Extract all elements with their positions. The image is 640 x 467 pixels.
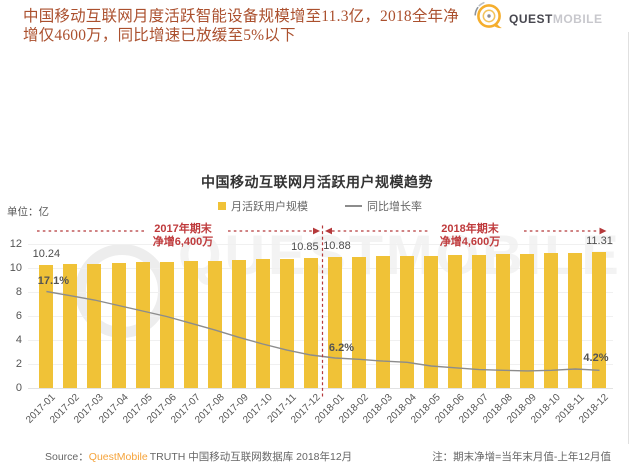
chart-title: 中国移动互联网月活跃用户规模趋势 — [201, 174, 433, 190]
legend-item-bars: 月活跃用户规模 — [218, 198, 308, 214]
logo-text-mobile: MOBILE — [552, 12, 603, 26]
gridline — [28, 364, 613, 365]
bar-2017-09 — [231, 259, 246, 388]
x-axis-line — [28, 388, 613, 389]
bar-value-label: 10.85 — [291, 240, 319, 253]
bar-legend-swatch-icon — [218, 202, 226, 210]
gridline — [28, 316, 613, 317]
growth-rate-label: 6.2% — [328, 342, 354, 355]
y-axis-tick-label: 12 — [9, 238, 22, 250]
right-border-line — [628, 32, 629, 444]
questmobile-logo: QUESTMOBILE — [474, 1, 634, 35]
bar-2017-11 — [279, 258, 294, 388]
y-axis-tick-label: 10 — [9, 262, 22, 274]
logo-arc-light-icon — [478, 1, 485, 7]
logo-center-dot-icon — [487, 14, 491, 18]
dashed-lines-group — [37, 225, 598, 398]
questmobile-logo-icon — [474, 1, 502, 29]
line-legend-label: 同比增长率 — [367, 201, 422, 213]
annotation-2017: 2017年期末 净增6,400万 — [118, 223, 248, 248]
growth-rate-label: 17.1% — [37, 274, 69, 287]
logo-text-quest: QUEST — [509, 12, 553, 26]
bar-2018-11 — [568, 252, 583, 388]
bar-2018-03 — [376, 256, 391, 388]
bar-legend-label: 月活跃用户规模 — [231, 201, 308, 213]
bar-2018-06 — [448, 255, 463, 388]
gridline — [28, 340, 613, 341]
bar-2017-04 — [111, 263, 126, 388]
bar-2017-08 — [207, 260, 222, 388]
line-legend-swatch-icon — [345, 205, 362, 207]
arrow-right-icon — [313, 227, 320, 235]
legend-item-line: 同比增长率 — [345, 198, 422, 214]
bar-2017-01 — [39, 265, 54, 388]
logo-arc-dark-icon — [474, 6, 479, 16]
arrowheads-group — [313, 227, 607, 235]
bar-2018-05 — [424, 255, 439, 388]
gridline — [28, 292, 613, 293]
bar-2018-09 — [520, 253, 535, 388]
gridline — [28, 244, 613, 245]
bar-value-label: 10.24 — [32, 248, 61, 261]
unit-label: 单位：亿 — [7, 206, 49, 218]
bar-2017-03 — [87, 263, 102, 388]
annotation-2018-line1: 2018年期末 — [441, 223, 499, 235]
growth-rate-label: 4.2% — [583, 352, 609, 365]
bar-value-label: 10.88 — [323, 240, 351, 253]
annotation-2017-line2: 净增6,400万 — [152, 235, 214, 248]
bar-2018-02 — [352, 256, 366, 388]
bar-2018-08 — [496, 254, 511, 388]
bar-value-label: 11.31 — [586, 235, 613, 248]
logo-outer-ring-icon — [477, 4, 501, 28]
annotation-2018-line2: 净增4,600万 — [439, 235, 501, 248]
arrow-left-icon — [325, 227, 332, 235]
source-rest: TRUTH 中国移动互联网数据库 2018年12月 — [149, 451, 353, 463]
bar-2017-05 — [135, 262, 150, 388]
chart-legend: 月活跃用户规模 同比增长率 — [0, 198, 640, 214]
source-note: Source：QuestMobile TRUTH 中国移动互联网数据库 2018年… — [45, 449, 352, 464]
bar-2017-10 — [255, 259, 270, 388]
bar-2018-12 — [592, 252, 607, 388]
bar-2018-07 — [472, 254, 487, 388]
y-axis-tick-label: 8 — [15, 286, 22, 298]
y-axis-tick-label: 6 — [15, 310, 22, 322]
bar-2017-06 — [159, 261, 174, 388]
gridline — [28, 268, 613, 269]
headline: 中国移动互联网月度活跃智能设备规模增至11.3亿，2018全年净增仅4600万，… — [23, 8, 459, 44]
calc-note: 注：期末净增=当年末月值-上年12月值 — [432, 451, 611, 463]
source-label: Source： — [45, 451, 89, 463]
logo-text: QUESTMOBILE — [509, 12, 603, 26]
source-brand: QuestMobile — [88, 451, 148, 463]
bar-2018-04 — [400, 256, 415, 388]
annotation-2018: 2018年期末 净增4,600万 — [405, 223, 535, 248]
logo-inner-ring-icon — [482, 9, 496, 23]
bar-2018-10 — [544, 253, 559, 388]
bar-2017-07 — [183, 261, 198, 388]
arrow-right-end-icon — [599, 227, 607, 235]
y-axis-tick-label: 0 — [15, 382, 22, 394]
y-axis-tick-label: 2 — [15, 358, 22, 370]
y-axis-tick-label: 4 — [15, 334, 22, 346]
annotation-2017-line1: 2017年期末 — [154, 223, 212, 235]
bar-2018-01 — [327, 257, 342, 388]
